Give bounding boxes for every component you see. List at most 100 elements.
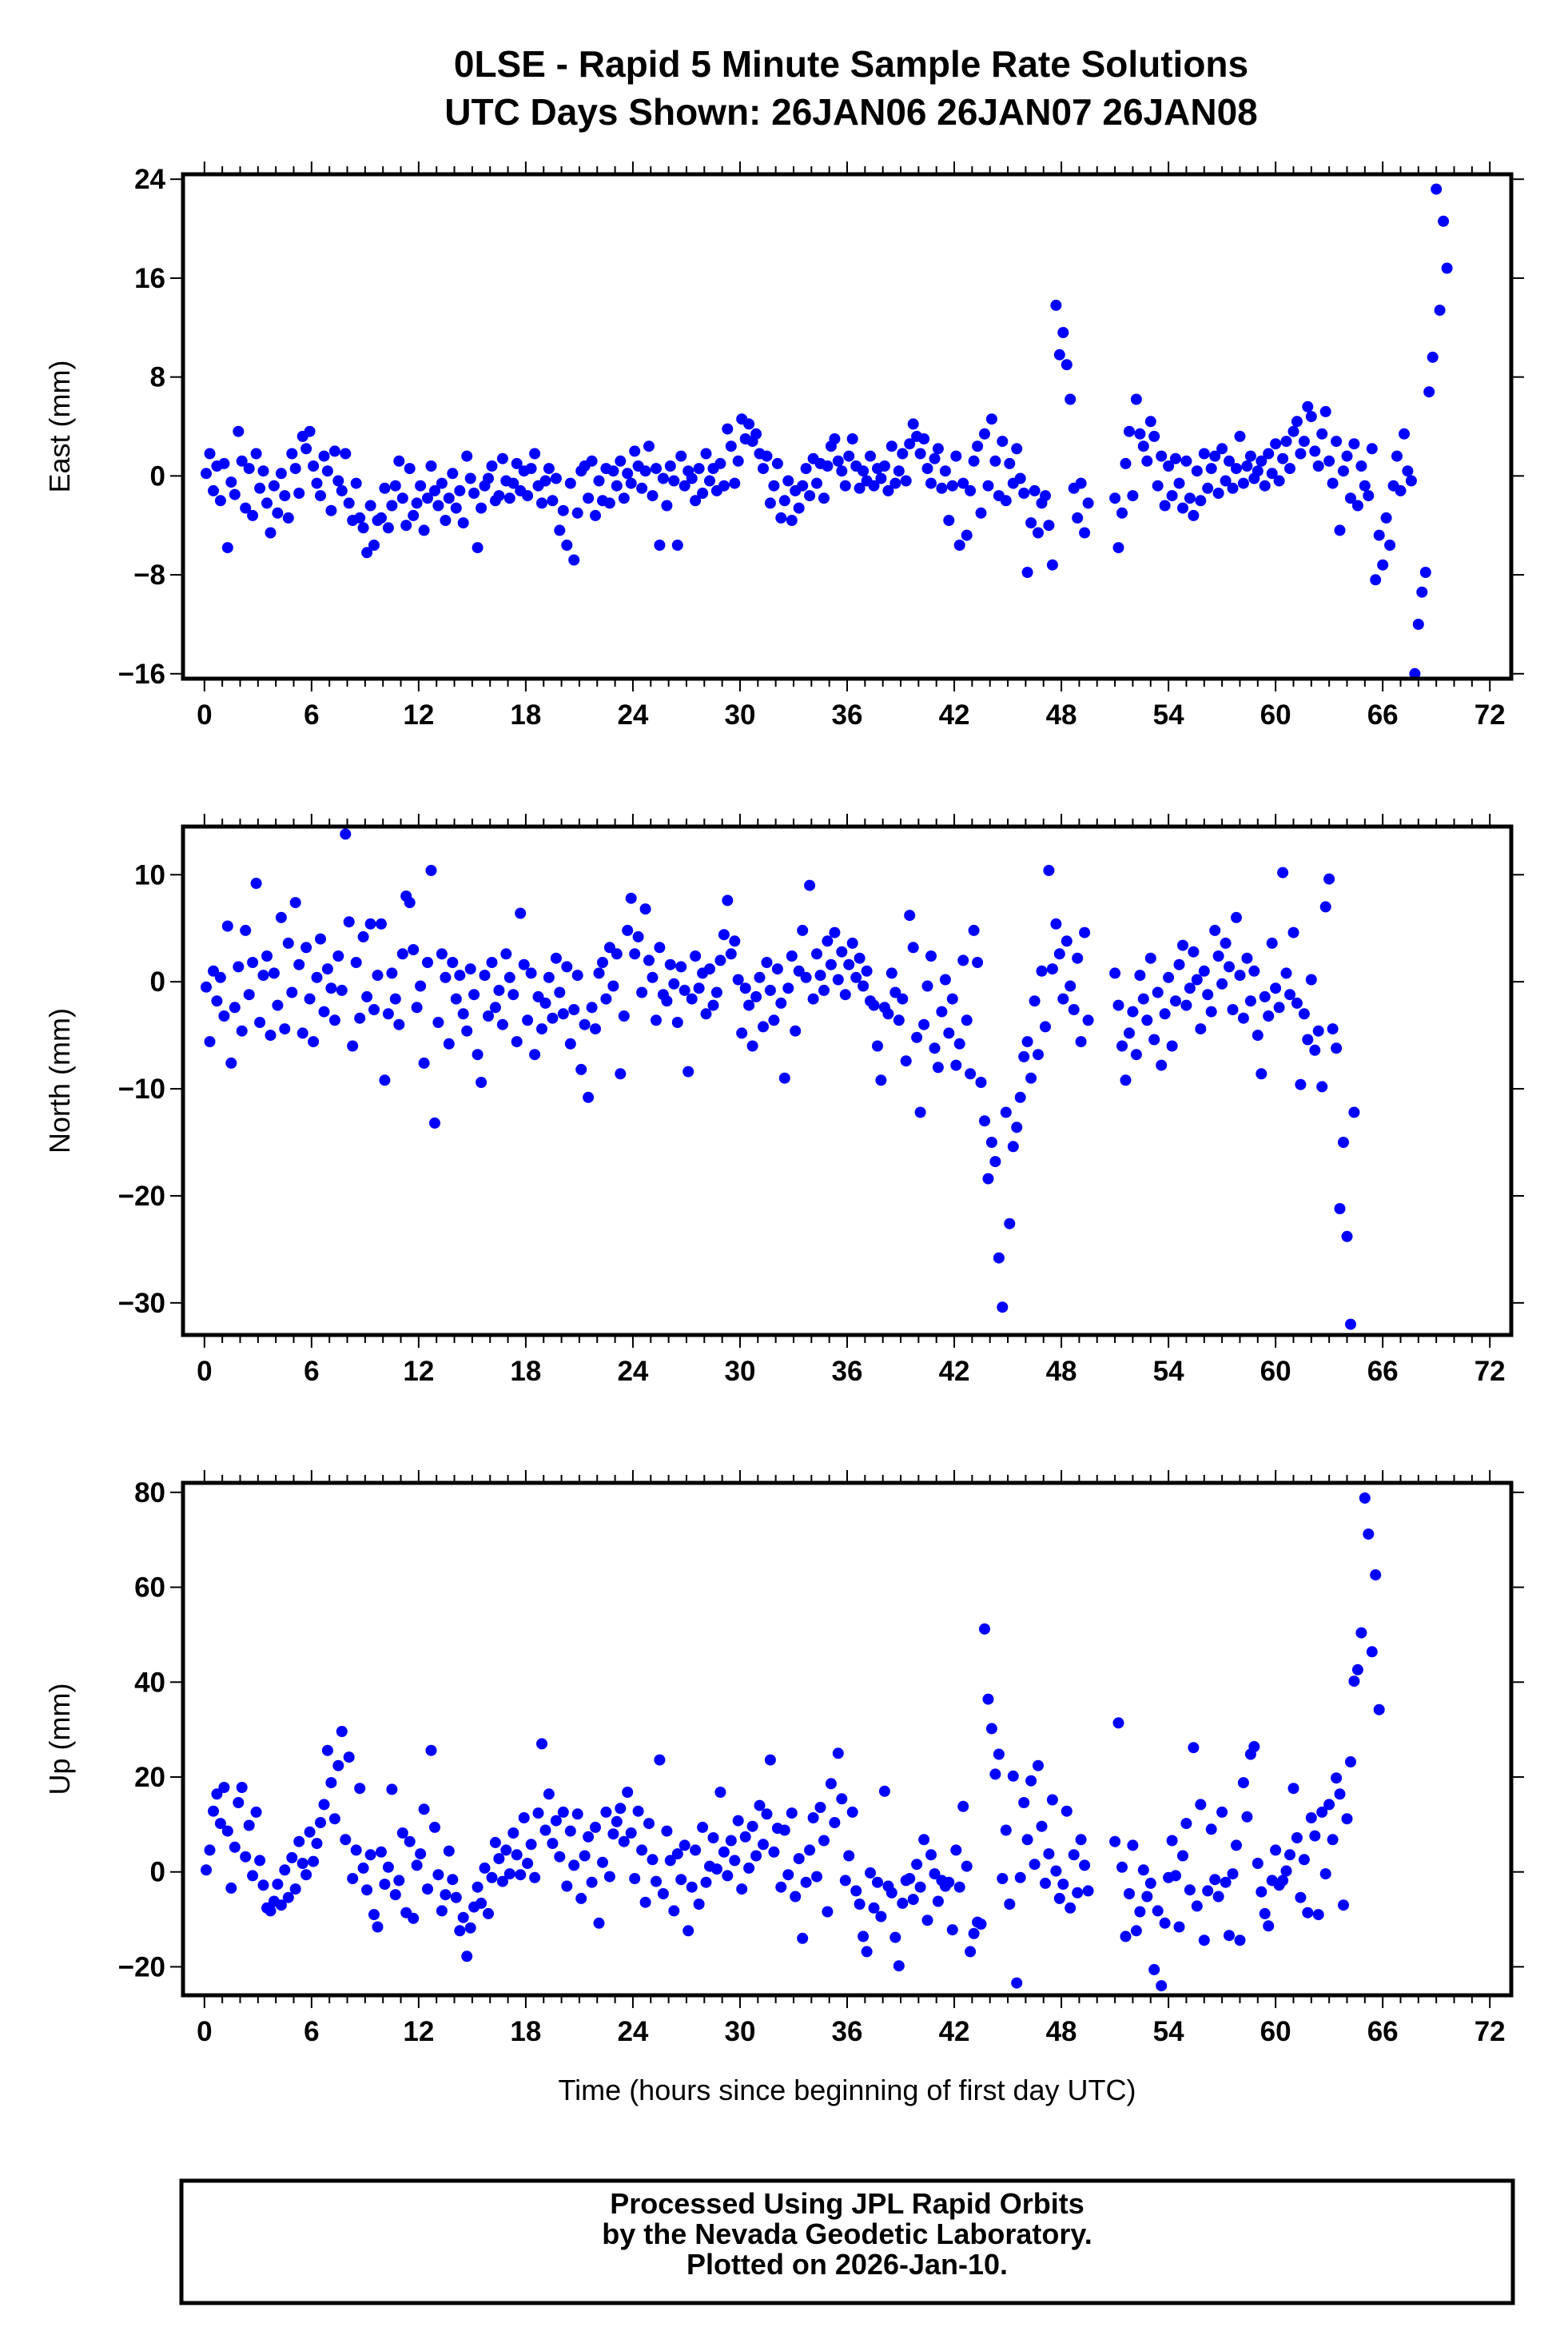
data-point	[311, 1838, 323, 1850]
data-point	[325, 1777, 337, 1789]
data-point	[1334, 1788, 1346, 1800]
data-point	[286, 448, 298, 460]
y-tick-label: 10	[134, 859, 165, 891]
data-point	[1021, 1834, 1033, 1846]
data-point	[447, 957, 459, 968]
data-point	[250, 448, 262, 460]
data-point	[1036, 1820, 1048, 1832]
data-point	[396, 492, 408, 504]
data-point	[340, 448, 352, 460]
data-point	[700, 1008, 712, 1020]
data-point	[1309, 1830, 1321, 1842]
data-point	[557, 1806, 569, 1818]
data-point	[651, 463, 662, 475]
data-point	[550, 1815, 562, 1827]
data-point	[807, 1812, 819, 1823]
data-point	[1416, 586, 1428, 598]
data-point	[897, 1897, 909, 1909]
data-point	[797, 480, 809, 492]
data-point	[254, 482, 266, 494]
data-point	[593, 967, 605, 979]
data-point	[939, 974, 951, 986]
data-point	[1177, 939, 1188, 951]
data-point	[775, 997, 787, 1009]
footer-box	[179, 2178, 1515, 2305]
data-point	[768, 480, 780, 492]
data-point	[1072, 512, 1084, 524]
data-point	[661, 995, 673, 1007]
data-point	[221, 920, 233, 932]
data-point	[1112, 999, 1124, 1011]
data-point	[865, 450, 876, 462]
data-point	[208, 1805, 219, 1817]
data-point	[1266, 468, 1278, 480]
data-point	[654, 540, 666, 551]
data-point	[536, 1023, 547, 1035]
data-point	[825, 1778, 837, 1790]
data-point	[1144, 416, 1156, 428]
data-point	[1173, 1921, 1185, 1933]
data-point	[332, 950, 344, 962]
data-point	[850, 971, 862, 983]
data-point	[218, 1010, 230, 1022]
data-point	[315, 490, 326, 502]
data-point	[368, 540, 380, 551]
data-point	[911, 1859, 923, 1871]
data-point	[408, 509, 420, 521]
data-point	[965, 484, 977, 496]
data-point	[654, 942, 666, 954]
data-point	[1241, 1811, 1253, 1823]
data-point	[1170, 1870, 1181, 1882]
data-point	[1188, 946, 1200, 958]
data-point	[1025, 1775, 1037, 1787]
data-point	[683, 1066, 694, 1078]
data-point	[564, 477, 576, 489]
data-point	[754, 1799, 766, 1811]
data-point	[1341, 1813, 1353, 1825]
data-point	[289, 1883, 301, 1895]
data-point	[979, 1115, 990, 1127]
data-point	[454, 1925, 466, 1937]
data-point	[1124, 1027, 1135, 1039]
data-point	[575, 1063, 587, 1075]
data-point	[247, 1870, 259, 1882]
data-point	[936, 482, 948, 494]
data-point	[690, 495, 702, 507]
data-point	[1427, 351, 1439, 363]
data-point	[639, 903, 651, 915]
data-point	[1040, 1877, 1051, 1889]
data-point	[261, 950, 273, 962]
data-point	[286, 986, 298, 998]
data-point	[1405, 475, 1417, 487]
data-point	[1061, 935, 1073, 947]
data-point	[739, 1831, 751, 1843]
data-point	[771, 963, 783, 975]
y-tick-label: 40	[134, 1667, 165, 1698]
data-point	[1053, 1892, 1065, 1904]
data-point	[1359, 1492, 1371, 1504]
data-point	[1266, 937, 1278, 949]
data-point	[1316, 428, 1328, 440]
data-point	[629, 1873, 641, 1884]
data-point	[204, 1844, 216, 1856]
data-point	[1082, 1014, 1094, 1026]
data-point	[586, 455, 598, 467]
data-point	[1137, 993, 1149, 1005]
data-point	[211, 995, 223, 1007]
x-tick-label: 30	[724, 1356, 755, 1387]
data-point	[700, 448, 712, 460]
data-point	[1137, 440, 1149, 452]
data-point	[518, 1812, 530, 1823]
data-point	[415, 480, 427, 492]
data-point	[229, 488, 241, 500]
data-point	[503, 971, 515, 983]
data-point	[686, 1881, 698, 1893]
data-point	[493, 984, 505, 996]
data-point	[1134, 1906, 1146, 1918]
data-point	[515, 907, 527, 919]
data-point	[1173, 477, 1185, 489]
data-point	[321, 1744, 333, 1756]
data-point	[1231, 1839, 1242, 1851]
data-point	[243, 463, 255, 475]
x-tick-label: 0	[197, 1356, 212, 1387]
